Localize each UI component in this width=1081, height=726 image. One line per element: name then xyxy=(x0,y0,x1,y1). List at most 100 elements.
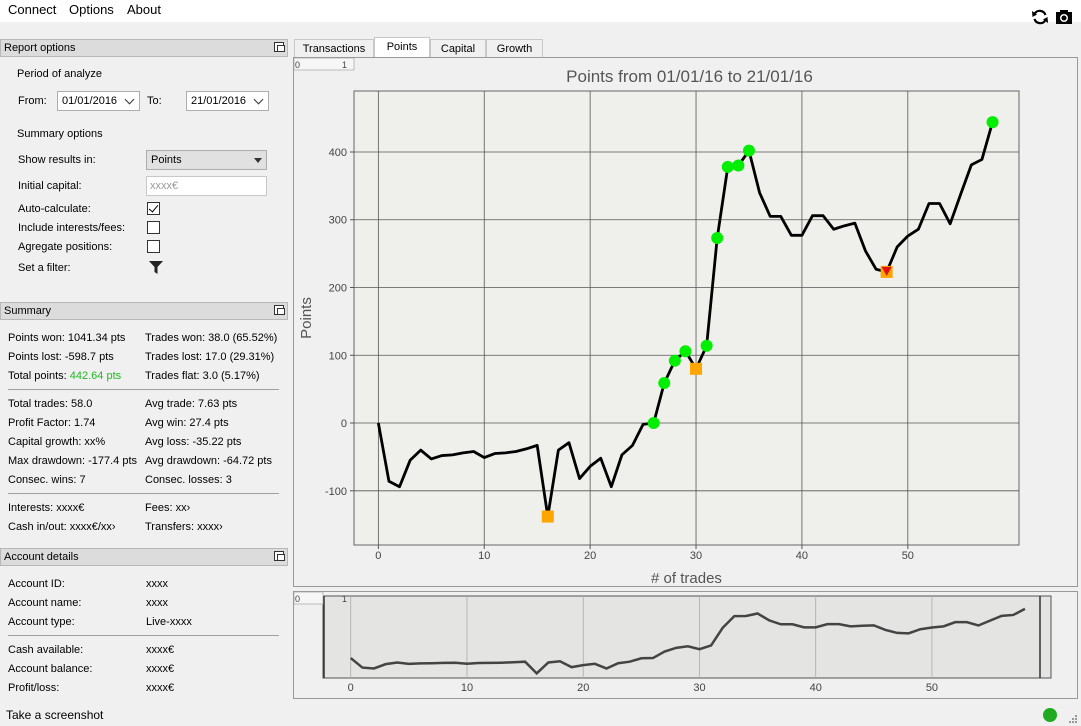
tab-label: Points xyxy=(386,41,418,53)
y-tick-label: -100 xyxy=(325,486,347,498)
include-interests-label: Include interests/fees: xyxy=(18,222,126,234)
menu-about[interactable]: About xyxy=(127,2,161,17)
total-points-label: Total points: xyxy=(8,370,70,382)
resize-grip-icon[interactable] xyxy=(1066,712,1078,726)
tab-capital[interactable]: Capital xyxy=(430,39,486,58)
auto-calculate-checkbox[interactable] xyxy=(147,202,160,215)
win-marker xyxy=(742,144,755,157)
include-interests-checkbox[interactable] xyxy=(147,221,160,234)
navigator-corner-box xyxy=(293,591,324,605)
y-axis-label: Points xyxy=(298,297,315,339)
tab-label: Transactions xyxy=(302,43,366,55)
camera-icon[interactable] xyxy=(1055,8,1073,26)
navigator-tick-label: 20 xyxy=(577,682,589,694)
drawdown-marker xyxy=(690,362,703,375)
cash-in-out: Cash in/out: xxxx€/xx› xyxy=(8,521,116,533)
aggregate-label: Agregate positions: xyxy=(18,241,113,253)
navigator-tick-label: 10 xyxy=(461,682,473,694)
avg-loss: Avg loss: -35.22 pts xyxy=(145,436,242,448)
initial-capital-placeholder: xxxx€ xyxy=(150,180,179,192)
y-tick-label: 0 xyxy=(341,418,347,430)
y-tick-label: 100 xyxy=(329,350,347,362)
undock-icon[interactable] xyxy=(274,551,285,561)
x-tick-label: 50 xyxy=(902,550,914,562)
navigator-series-line xyxy=(349,607,1026,676)
points-chart[interactable]: 0 1 Points from 01/01/16 to 21/01/16 0 10 20 3… xyxy=(293,57,1078,587)
take-screenshot-link[interactable]: Take a screenshot xyxy=(6,708,104,722)
chart-navigator[interactable]: 0 1 0 10 20 30 40 50 xyxy=(293,591,1078,699)
show-results-label: Show results in: xyxy=(18,154,96,166)
to-date-picker[interactable]: 21/01/2016 xyxy=(186,91,269,111)
win-marker xyxy=(986,116,999,129)
navigator-tick-label: 30 xyxy=(693,682,705,694)
win-marker xyxy=(700,339,713,352)
auto-calculate-label: Auto-calculate: xyxy=(18,203,91,215)
panel-title: Account details xyxy=(4,551,79,563)
menu-connect[interactable]: Connect xyxy=(8,2,57,17)
account-id-label: Account ID: xyxy=(8,578,65,590)
undock-icon[interactable] xyxy=(274,42,285,52)
win-marker xyxy=(721,160,734,173)
win-marker xyxy=(647,417,660,430)
initial-capital-input[interactable]: xxxx€ xyxy=(146,176,267,196)
account-balance-value: xxxx€ xyxy=(146,663,175,675)
account-details-header: Account details xyxy=(0,548,288,566)
corner-label: 0 xyxy=(295,594,300,604)
account-name-value: xxxx xyxy=(146,597,168,609)
show-results-select[interactable]: Points xyxy=(146,150,267,170)
plot-area xyxy=(353,90,1020,546)
undock-icon[interactable] xyxy=(274,305,285,315)
y-tick-label: 200 xyxy=(329,283,347,295)
show-results-value: Points xyxy=(151,154,182,166)
report-options-header: Report options xyxy=(0,39,288,57)
consec-wins: Consec. wins: 7 xyxy=(8,474,86,486)
menu-options[interactable]: Options xyxy=(69,2,114,17)
account-type-label: Account type: xyxy=(8,616,75,628)
navigator-plot-area xyxy=(322,595,1052,679)
navigator-svg: 0 10 10 20 30 40 50 xyxy=(293,591,1077,698)
tab-label: Growth xyxy=(496,43,533,55)
points-chart-svg: 0 1 Points from 01/01/16 to 21/01/16 0 10 20 3… xyxy=(293,57,1020,587)
transfers: Transfers: xxxx› xyxy=(145,521,223,533)
chart-title: Points from 01/01/16 to 21/01/16 xyxy=(566,67,813,86)
divider xyxy=(8,389,279,390)
total-trades: Total trades: 58.0 xyxy=(8,398,93,410)
capital-growth: Capital growth: xx% xyxy=(8,436,106,448)
period-label: Period of analyze xyxy=(17,68,102,80)
chart-corner-box xyxy=(293,57,355,71)
tab-points[interactable]: Points xyxy=(374,37,430,58)
filter-label: Set a filter: xyxy=(18,262,71,274)
points-won: Points won: 1041.34 pts xyxy=(8,332,126,344)
consec-losses: Consec. losses: 3 xyxy=(145,474,232,486)
interests: Interests: xxxx€ xyxy=(8,502,85,514)
chevron-down-icon xyxy=(253,94,264,105)
account-balance-label: Account balance: xyxy=(8,663,93,675)
profit-loss-value: xxxx€ xyxy=(146,682,175,694)
win-marker xyxy=(732,159,745,172)
fees: Fees: xx› xyxy=(145,502,191,514)
aggregate-checkbox[interactable] xyxy=(147,240,160,253)
connection-status-icon xyxy=(1043,708,1057,722)
x-tick-label: 0 xyxy=(375,550,381,562)
tab-transactions[interactable]: Transactions xyxy=(294,39,374,58)
y-tick-label: 400 xyxy=(329,147,347,159)
refresh-icon[interactable] xyxy=(1031,8,1049,26)
x-tick-label: 20 xyxy=(584,550,596,562)
drawdown-marker xyxy=(541,510,554,523)
summary-options-label: Summary options xyxy=(17,128,103,140)
tab-growth[interactable]: Growth xyxy=(486,39,543,58)
x-tick-label: 40 xyxy=(796,550,808,562)
filter-icon[interactable] xyxy=(148,259,164,278)
y-tick-label: 300 xyxy=(329,215,347,227)
x-axis-label: # of trades xyxy=(651,570,722,586)
from-date-picker[interactable]: 01/01/2016 xyxy=(57,91,140,111)
points-lost: Points lost: -598.7 pts xyxy=(8,351,114,363)
toolbar xyxy=(1031,8,1073,26)
cash-available-label: Cash available: xyxy=(8,644,84,656)
total-points-value: 442.64 pts xyxy=(69,370,122,382)
divider xyxy=(8,635,279,636)
max-drawdown: Max drawdown: -177.4 pts xyxy=(8,455,138,467)
cash-available-value: xxxx€ xyxy=(146,644,175,656)
corner-label: 1 xyxy=(342,60,347,70)
